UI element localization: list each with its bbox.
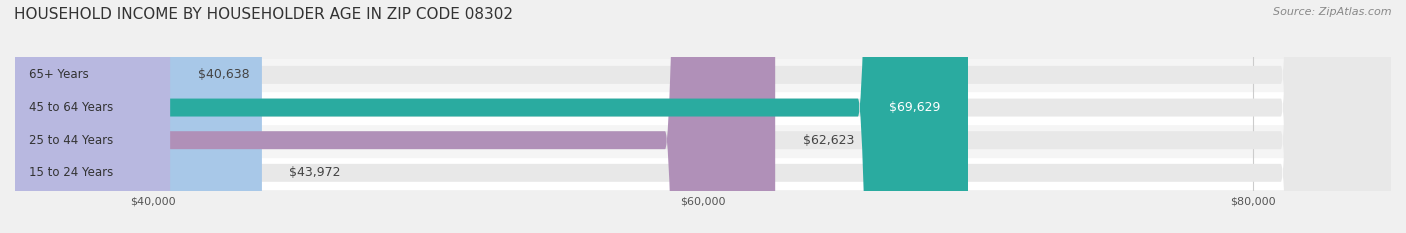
Text: 65+ Years: 65+ Years xyxy=(28,69,89,81)
Text: 45 to 64 Years: 45 to 64 Years xyxy=(28,101,112,114)
FancyBboxPatch shape xyxy=(15,0,170,233)
Text: Source: ZipAtlas.com: Source: ZipAtlas.com xyxy=(1274,7,1392,17)
FancyBboxPatch shape xyxy=(15,0,1391,233)
Text: $69,629: $69,629 xyxy=(889,101,941,114)
Text: $40,638: $40,638 xyxy=(198,69,249,81)
Bar xyxy=(15,124,1391,157)
Text: $43,972: $43,972 xyxy=(290,166,340,179)
FancyBboxPatch shape xyxy=(15,0,262,233)
Bar xyxy=(15,91,1391,124)
FancyBboxPatch shape xyxy=(15,0,1391,233)
FancyBboxPatch shape xyxy=(15,0,775,233)
FancyBboxPatch shape xyxy=(15,0,1391,233)
Text: HOUSEHOLD INCOME BY HOUSEHOLDER AGE IN ZIP CODE 08302: HOUSEHOLD INCOME BY HOUSEHOLDER AGE IN Z… xyxy=(14,7,513,22)
FancyBboxPatch shape xyxy=(15,0,1391,233)
Bar xyxy=(15,157,1391,189)
FancyBboxPatch shape xyxy=(15,0,967,233)
Text: 15 to 24 Years: 15 to 24 Years xyxy=(28,166,112,179)
Text: $62,623: $62,623 xyxy=(803,134,853,147)
Text: 25 to 44 Years: 25 to 44 Years xyxy=(28,134,112,147)
Bar xyxy=(15,58,1391,91)
